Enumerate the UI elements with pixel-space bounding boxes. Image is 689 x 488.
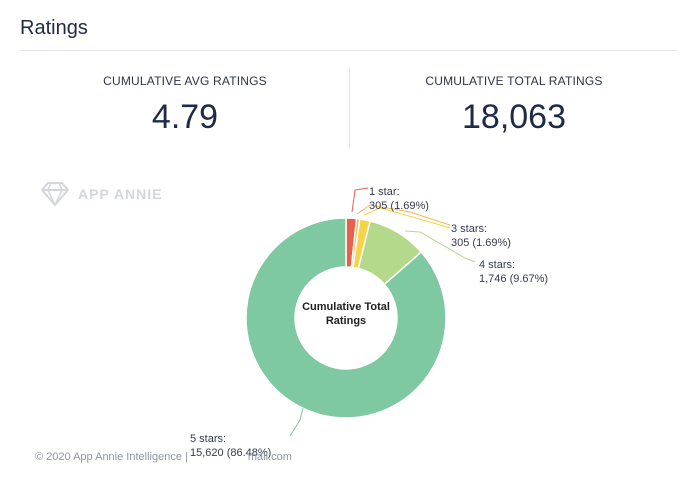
leader-line-4-stars <box>404 230 476 263</box>
leader-line-3-stars <box>363 207 451 229</box>
avg-ratings-metric: CUMULATIVE AVG RATINGS 4.79 <box>20 74 350 137</box>
slice-label-5-stars: 5 stars: 15,620 (86.48%) <box>190 433 272 459</box>
header-divider <box>20 50 677 51</box>
total-ratings-label: CUMULATIVE TOTAL RATINGS <box>425 74 603 88</box>
slice-label-3-stars: 3 stars: 305 (1.69%) <box>451 223 511 249</box>
total-ratings-value: 18,063 <box>462 98 566 136</box>
total-ratings-metric: CUMULATIVE TOTAL RATINGS 18,063 <box>349 74 679 137</box>
leader-line-2-stars <box>356 204 451 226</box>
leader-line-5-stars <box>289 407 304 437</box>
metric-divider <box>349 68 350 150</box>
donut-center-label: Cumulative Total Ratings <box>302 301 390 327</box>
slice-label-1-star: 1 star: 305 (1.69%) <box>369 186 429 212</box>
copyright-footer: © 2020 App Annie Intelligence | mail.com <box>35 451 292 463</box>
diamond-logo-icon <box>40 182 70 207</box>
page-title: Ratings <box>20 17 88 39</box>
avg-ratings-label: CUMULATIVE AVG RATINGS <box>103 74 267 88</box>
slice-label-4-stars: 4 stars: 1,746 (9.67%) <box>479 259 549 285</box>
avg-ratings-value: 4.79 <box>151 98 219 136</box>
watermark-text: APP ANNIE <box>78 186 163 202</box>
leader-line-1-star <box>351 187 369 213</box>
donut-slice-5-stars[interactable] <box>245 217 447 419</box>
app-annie-watermark: APP ANNIE <box>40 181 162 207</box>
